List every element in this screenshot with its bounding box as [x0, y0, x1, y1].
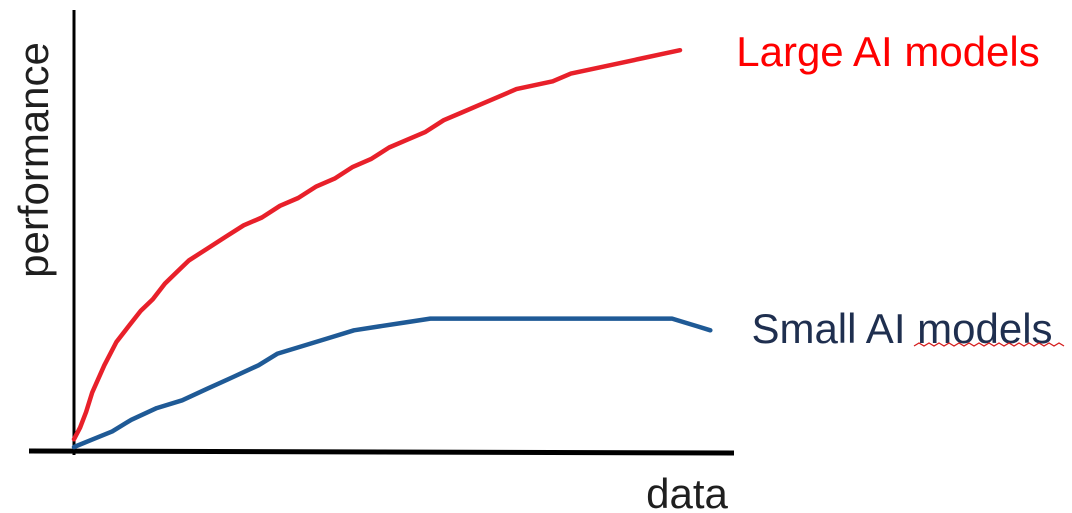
spellcheck-underline	[913, 342, 1065, 347]
series-label-small-ai-models: Small AI models	[751, 305, 1052, 352]
series-line-large-ai-models	[71, 47, 683, 442]
series-label-large-ai-models: Large AI models	[736, 28, 1040, 75]
y-axis-label: performance	[10, 42, 57, 278]
x-axis	[28, 448, 735, 456]
series-group	[71, 47, 713, 450]
series-line-small-ai-models	[71, 316, 713, 450]
x-axis-label: data	[646, 470, 728, 513]
